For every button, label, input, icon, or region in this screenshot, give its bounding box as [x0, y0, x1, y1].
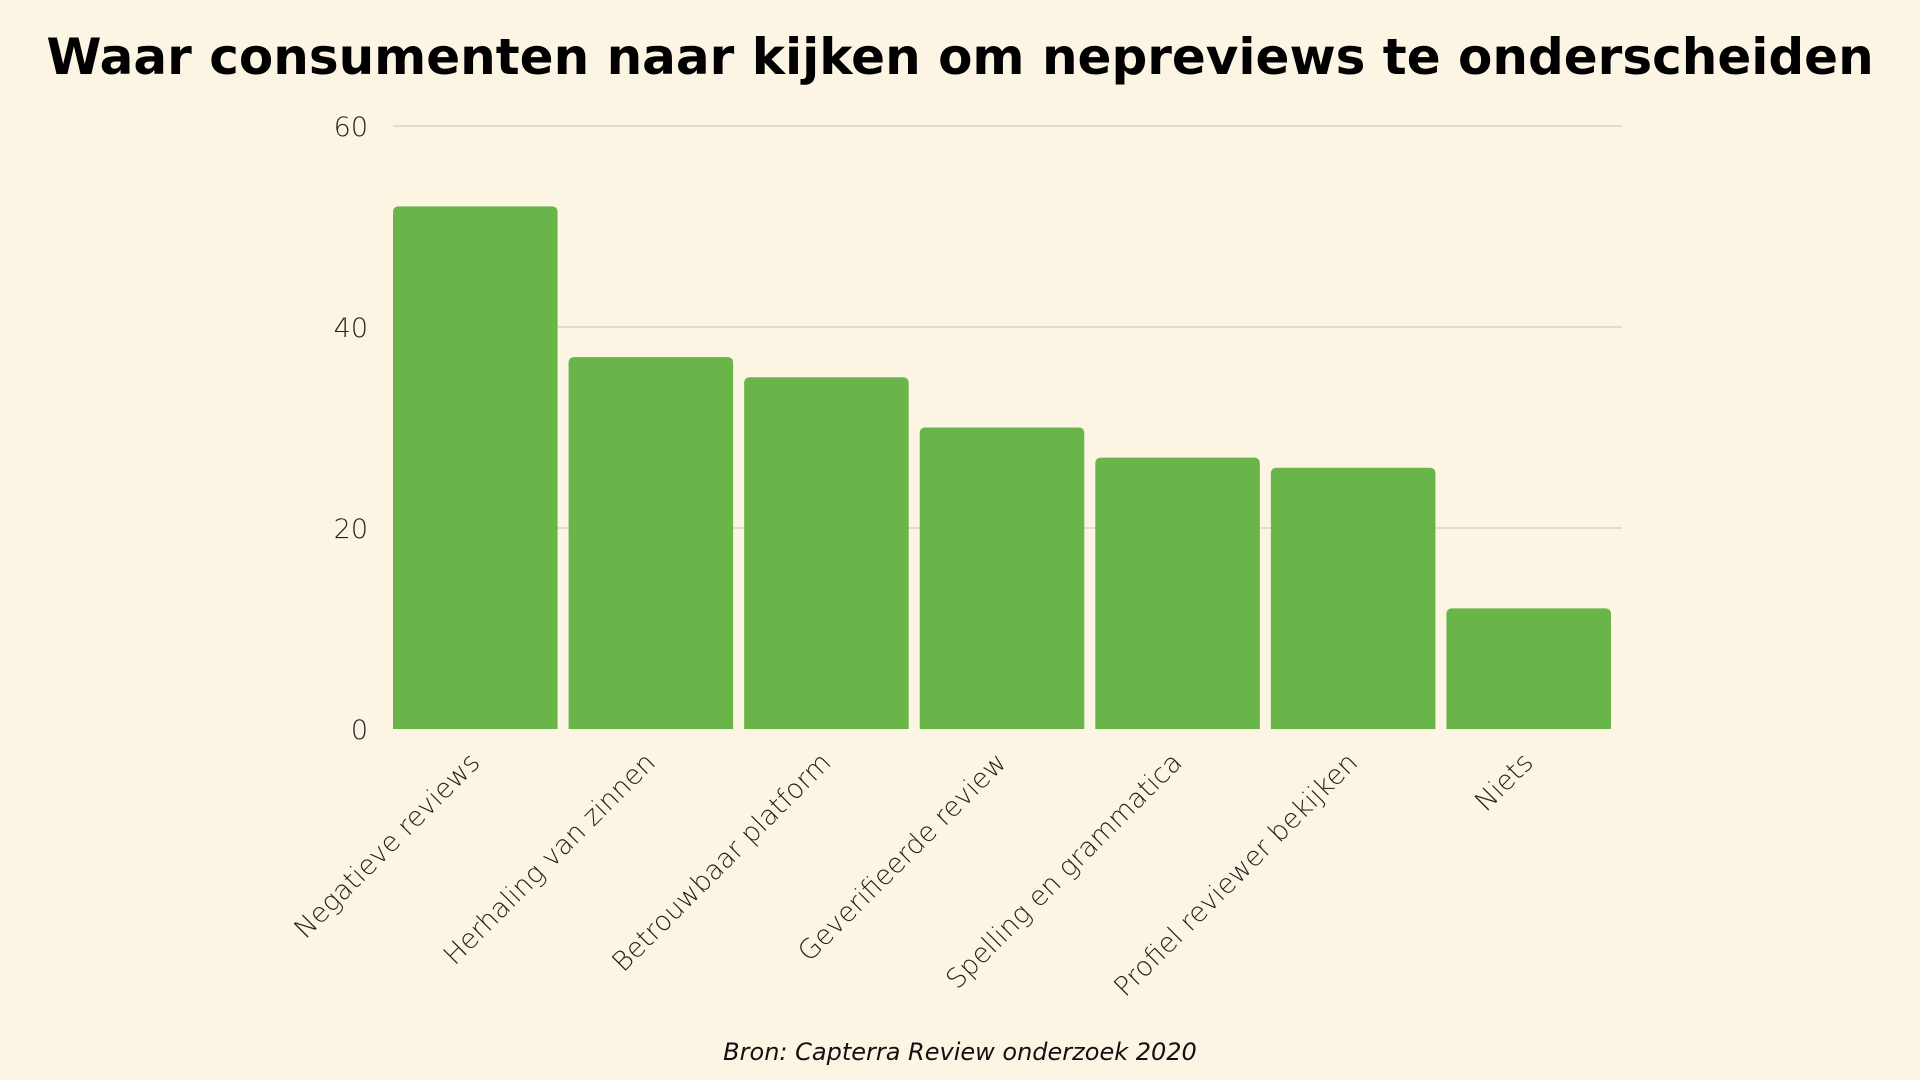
x-tick-label: Niets: [1469, 747, 1540, 818]
y-tick-label: 60: [334, 112, 368, 143]
bar-2: [568, 357, 734, 729]
bar-4: [919, 427, 1085, 729]
bar-7: [1446, 608, 1611, 729]
y-tick-label: 20: [334, 514, 368, 545]
bar-3: [744, 377, 909, 729]
bar-6: [1270, 467, 1436, 729]
chart-title: Waar consumenten naar kijken om neprevie…: [46, 28, 1874, 86]
source-note: Bron: Capterra Review onderzoek 2020: [723, 1038, 1197, 1066]
y-tick-label: 0: [351, 715, 368, 746]
bar-1: [393, 206, 558, 729]
x-tick-label: Negatieve reviews: [288, 747, 486, 945]
y-tick-label: 40: [334, 313, 368, 344]
bar-5: [1095, 457, 1260, 729]
